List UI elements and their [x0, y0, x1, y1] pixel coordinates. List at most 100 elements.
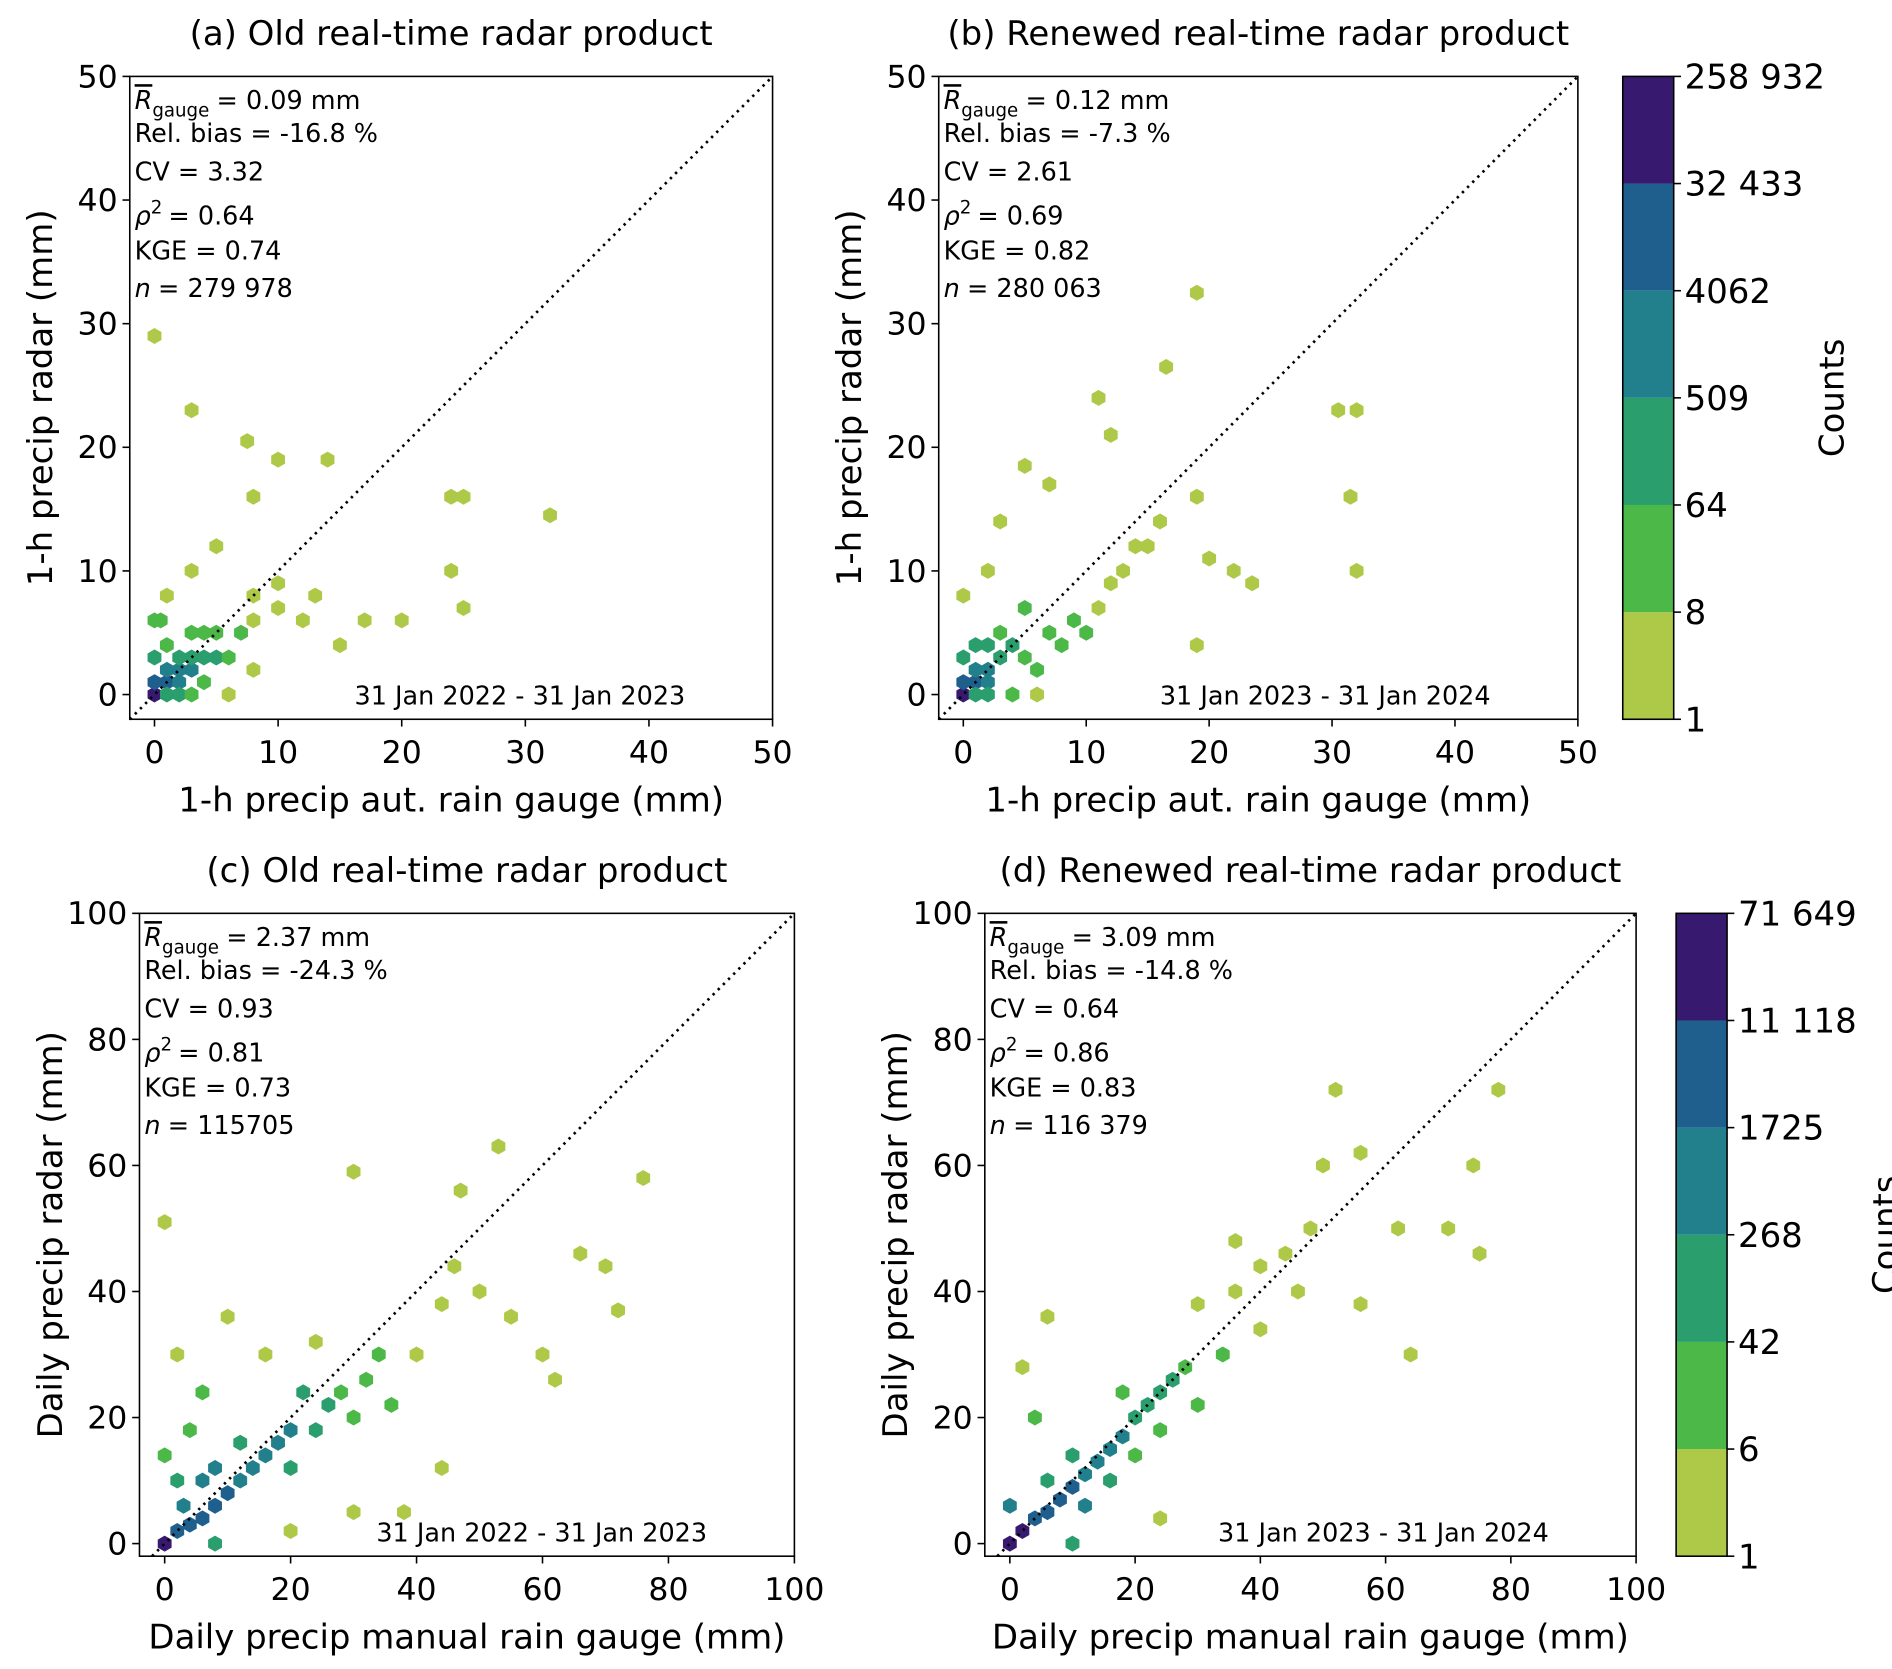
plot-frame — [128, 75, 774, 721]
stat-part: R — [990, 923, 1008, 953]
x-tick-label: 100 — [1606, 1572, 1666, 1608]
colorbar-segment — [1676, 1449, 1728, 1557]
y-tick-label: 20 — [87, 1400, 127, 1436]
hexbin-cell — [1253, 1258, 1268, 1275]
hexbin-cell — [271, 600, 286, 617]
hexbin-cell — [157, 1535, 172, 1552]
hexbin-cell — [184, 624, 199, 641]
y-tick-label: 0 — [953, 1527, 973, 1563]
y-tick-label: 40 — [87, 1274, 127, 1310]
x-axis-label: 1-h precip aut. rain gauge (mm) — [178, 780, 724, 820]
hexbin-cell — [548, 1371, 563, 1388]
hexbin-cell — [221, 649, 236, 666]
y-axis-label: 1-h precip radar (mm) — [830, 209, 870, 586]
stat-part: = 279 978 — [158, 274, 293, 304]
hexbin-cell — [1015, 1523, 1030, 1539]
hexbin-cell — [394, 612, 409, 629]
stat-part: R — [144, 923, 162, 953]
hexbin-cell — [1403, 1346, 1418, 1363]
hexbin-cell — [543, 507, 557, 524]
hexbin-cell — [147, 649, 162, 666]
hexbin-cell — [1005, 686, 1020, 703]
y-tick-label: 30 — [886, 307, 926, 343]
colorbar-segment — [1622, 397, 1674, 505]
hexbin-cell — [258, 1346, 273, 1363]
period-label: 31 Jan 2023 - 31 Jan 2024 — [1218, 1519, 1549, 1549]
y-axis-label: 1-h precip radar (mm) — [21, 209, 61, 586]
hexbin-cell — [1103, 426, 1118, 443]
hexbin-cell — [1253, 1321, 1268, 1338]
hexbin-cell — [147, 328, 162, 345]
stat-part: = 0.09 mm — [217, 86, 361, 116]
plot-frame — [937, 75, 1579, 721]
hexbin-cell — [1065, 1535, 1080, 1552]
hexbin-cell — [220, 1308, 235, 1325]
hexbin-cell — [1278, 1245, 1293, 1262]
hexbin-cell — [598, 1258, 613, 1275]
hexbin-cell — [170, 1472, 185, 1489]
colorbar-tick-label: 64 — [1685, 486, 1728, 526]
y-tick-label: 60 — [933, 1148, 973, 1184]
hexbin-cell — [159, 686, 174, 703]
x-tick-label: 0 — [155, 1572, 175, 1608]
hexbin-cell — [1040, 1472, 1055, 1489]
stat-line: Rgauge = 2.37 mm — [144, 923, 370, 958]
hexbin-cell — [980, 637, 995, 654]
stat-part: CV = 2.61 — [944, 158, 1073, 188]
hexbin-cell — [209, 649, 224, 666]
hexbin-cell — [157, 1214, 172, 1231]
hexbin-cell — [176, 1497, 191, 1514]
stat-part: = 116 379 — [1013, 1111, 1148, 1141]
plot: 0 10 20 30 40 50 0 10 20 30 40 50 (a) Old real-time … — [21, 14, 792, 821]
stat-line: Rel. bias = -24.3 % — [144, 956, 387, 986]
hexbin-cell — [1115, 1384, 1130, 1401]
hexbin-cell — [321, 1396, 336, 1413]
hexbin-cell — [956, 649, 971, 666]
stat-part: KGE = 0.83 — [990, 1073, 1137, 1103]
stat-line: ρ2 = 0.86 — [990, 1034, 1110, 1068]
hexbin-cell — [220, 1485, 235, 1502]
hexbin-cell — [371, 1346, 386, 1363]
hexbin-cell — [147, 674, 162, 691]
x-axis-label: Daily precip manual rain gauge (mm) — [148, 1617, 785, 1657]
hexbin-cell — [434, 1296, 449, 1313]
y-axis-label: Daily precip radar (mm) — [876, 1031, 916, 1438]
x-tick-label: 20 — [1189, 735, 1229, 771]
x-tick-label: 100 — [764, 1572, 824, 1608]
hexbin-cell — [1040, 1308, 1055, 1325]
stat-line: Rel. bias = -14.8 % — [990, 956, 1233, 986]
y-tick-label: 60 — [87, 1148, 127, 1184]
colorbar-segment — [1676, 1127, 1728, 1235]
colorbar-tick-label: 258 932 — [1685, 58, 1825, 98]
hexbin-cell — [157, 1447, 172, 1464]
hexbin-cell — [1067, 612, 1081, 629]
hexbin-cell — [197, 649, 211, 666]
hexbin-cell — [1178, 1359, 1193, 1376]
stat-part: Rel. bias = -7.3 % — [944, 119, 1171, 149]
y-tick-label: 20 — [886, 430, 926, 466]
chart-title: (d) Renewed real-time radar product — [1000, 851, 1622, 891]
hexbin-cell — [1002, 1497, 1017, 1514]
hexbin-cell — [1316, 1157, 1330, 1174]
hexbin-cell — [221, 686, 236, 703]
y-axis-label: Daily precip radar (mm) — [31, 1031, 71, 1438]
y-tick-label: 80 — [933, 1022, 973, 1058]
stat-line: Rgauge = 3.09 mm — [990, 923, 1216, 958]
x-tick-label: 80 — [1491, 1572, 1531, 1608]
hexbin-cell — [573, 1245, 588, 1262]
hexbin-cell — [1153, 513, 1167, 530]
hexbin-cell — [980, 562, 995, 579]
colorbar-segment — [1676, 1234, 1728, 1342]
colorbar-segment — [1676, 1020, 1728, 1128]
stat-part: Rel. bias = -16.8 % — [135, 119, 378, 149]
stat-part: 2 — [960, 197, 972, 218]
hexbin-cell — [636, 1170, 651, 1187]
stat-line: CV = 2.61 — [944, 158, 1073, 188]
hexbin-cell — [283, 1459, 298, 1476]
one-to-one-line — [937, 75, 1579, 721]
stat-part: CV = 0.64 — [990, 995, 1119, 1025]
hexbin-cell — [172, 649, 187, 666]
x-tick-label: 30 — [1312, 735, 1352, 771]
hexbin-cell — [1017, 600, 1032, 617]
